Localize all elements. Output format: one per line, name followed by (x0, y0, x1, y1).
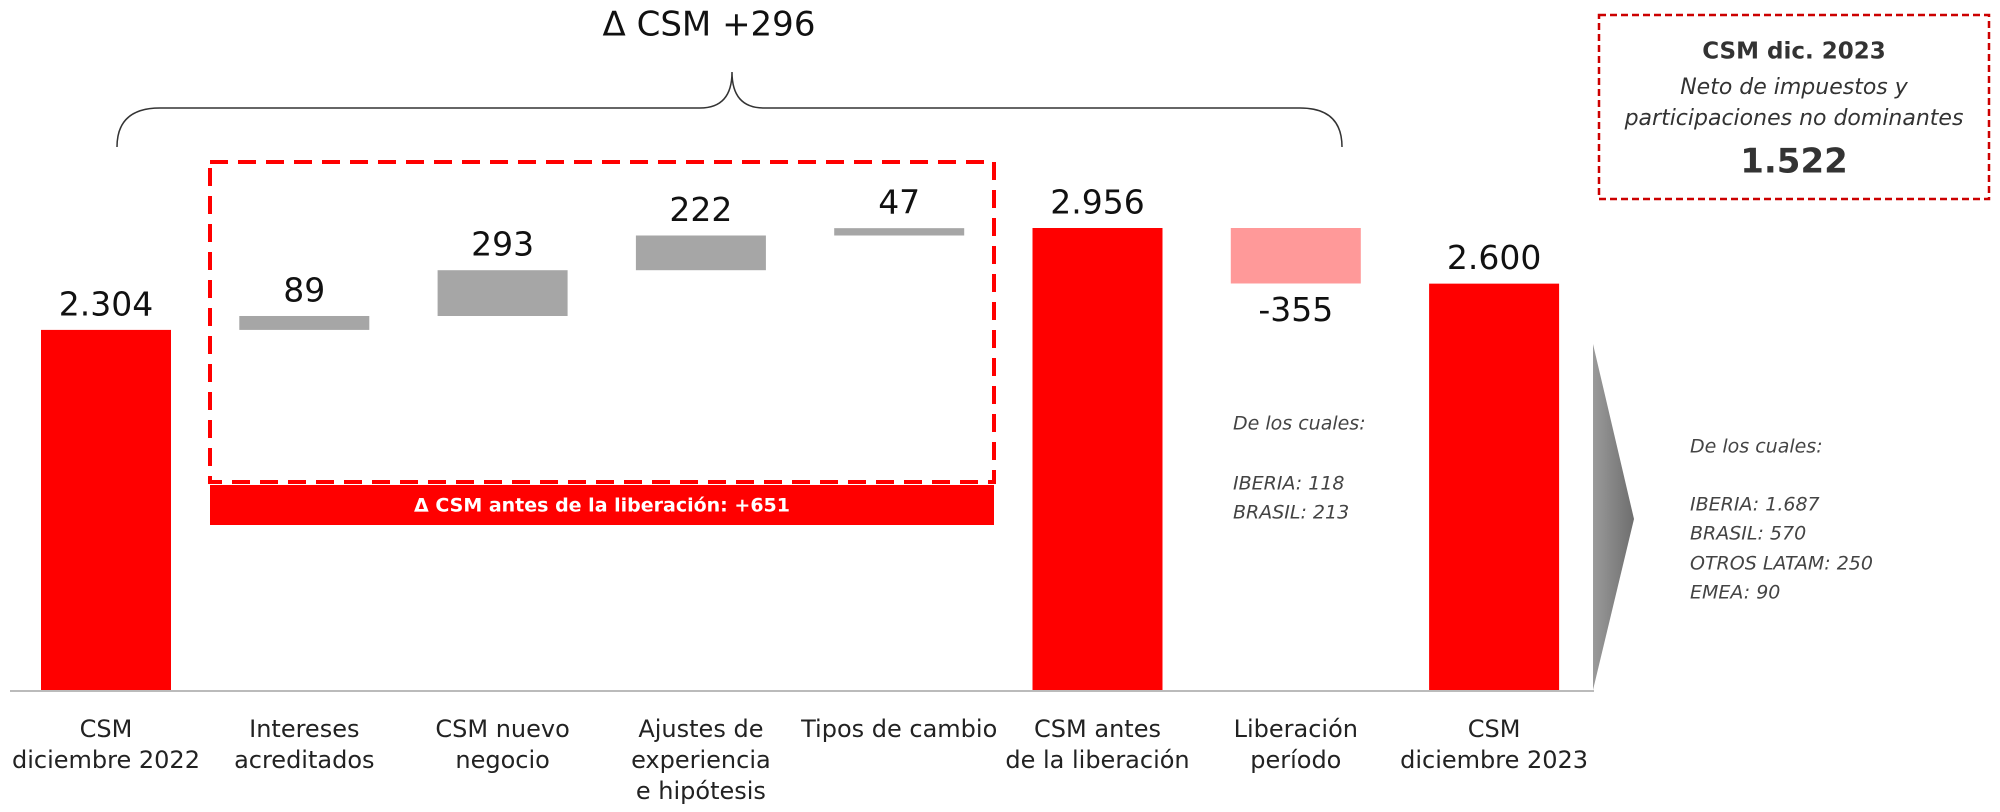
value-label: 293 (471, 225, 534, 264)
x-tick-label: negocio (455, 746, 549, 774)
banner-label: Δ CSM antes de la liberación: +651 (414, 495, 790, 517)
value-label: 222 (669, 190, 732, 229)
bar (834, 228, 965, 236)
note: BRASIL: 570 (1690, 523, 1806, 545)
x-tick-label: CSM antes (1034, 715, 1161, 743)
bar (239, 315, 370, 330)
bar (437, 270, 568, 316)
value-label: 2.600 (1447, 238, 1541, 277)
note: De los cuales: (1233, 413, 1366, 435)
arrow (1593, 344, 1634, 690)
x-tick-label: Liberación (1234, 715, 1358, 743)
value-label: 2.956 (1050, 183, 1144, 222)
box-title: CSM dic. 2023 (1702, 39, 1886, 65)
note: BRASIL: 213 (1233, 502, 1349, 524)
x-tick-label: CSM nuevo (435, 715, 569, 743)
x-tick-label: período (1250, 746, 1341, 774)
summary-box (1597, 13, 1991, 201)
bar (1032, 228, 1163, 690)
x-tick-label: acreditados (234, 746, 374, 774)
x-tick-label: de la liberación (1005, 746, 1189, 774)
x-tick-label: Intereses (249, 715, 359, 743)
bar (1230, 228, 1361, 284)
brace (116, 71, 1343, 148)
note: De los cuales: (1690, 436, 1823, 458)
x-tick-label: diciembre 2023 (1400, 746, 1588, 774)
box-value: 1.522 (1740, 142, 1848, 182)
x-tick-label: CSM (80, 715, 133, 743)
note: EMEA: 90 (1690, 582, 1780, 604)
value-label: 47 (878, 183, 920, 222)
x-tick-label: Tipos de cambio (800, 715, 997, 743)
value-label: -355 (1258, 290, 1333, 329)
bar (1429, 283, 1560, 690)
note: OTROS LATAM: 250 (1690, 553, 1873, 575)
x-tick-label: Ajustes de (638, 715, 763, 743)
note: IBERIA: 118 (1233, 473, 1345, 495)
note: IBERIA: 1.687 (1690, 494, 1820, 516)
x-tick-label: experiencia (631, 746, 771, 774)
bar (41, 329, 171, 690)
box-subtitle: Neto de impuestos y (1680, 75, 1909, 100)
box-subtitle: participaciones no dominantes (1624, 106, 1964, 131)
brace-label: Δ CSM +296 (603, 5, 816, 45)
highlight-box (208, 160, 996, 484)
value-label: 89 (283, 270, 325, 309)
value-label: 2.304 (59, 284, 153, 323)
x-tick-label: CSM (1468, 715, 1521, 743)
banner (210, 485, 994, 525)
x-tick-label: diciembre 2022 (12, 746, 200, 774)
x-tick-label: e hipótesis (636, 777, 766, 805)
bar (635, 235, 766, 271)
